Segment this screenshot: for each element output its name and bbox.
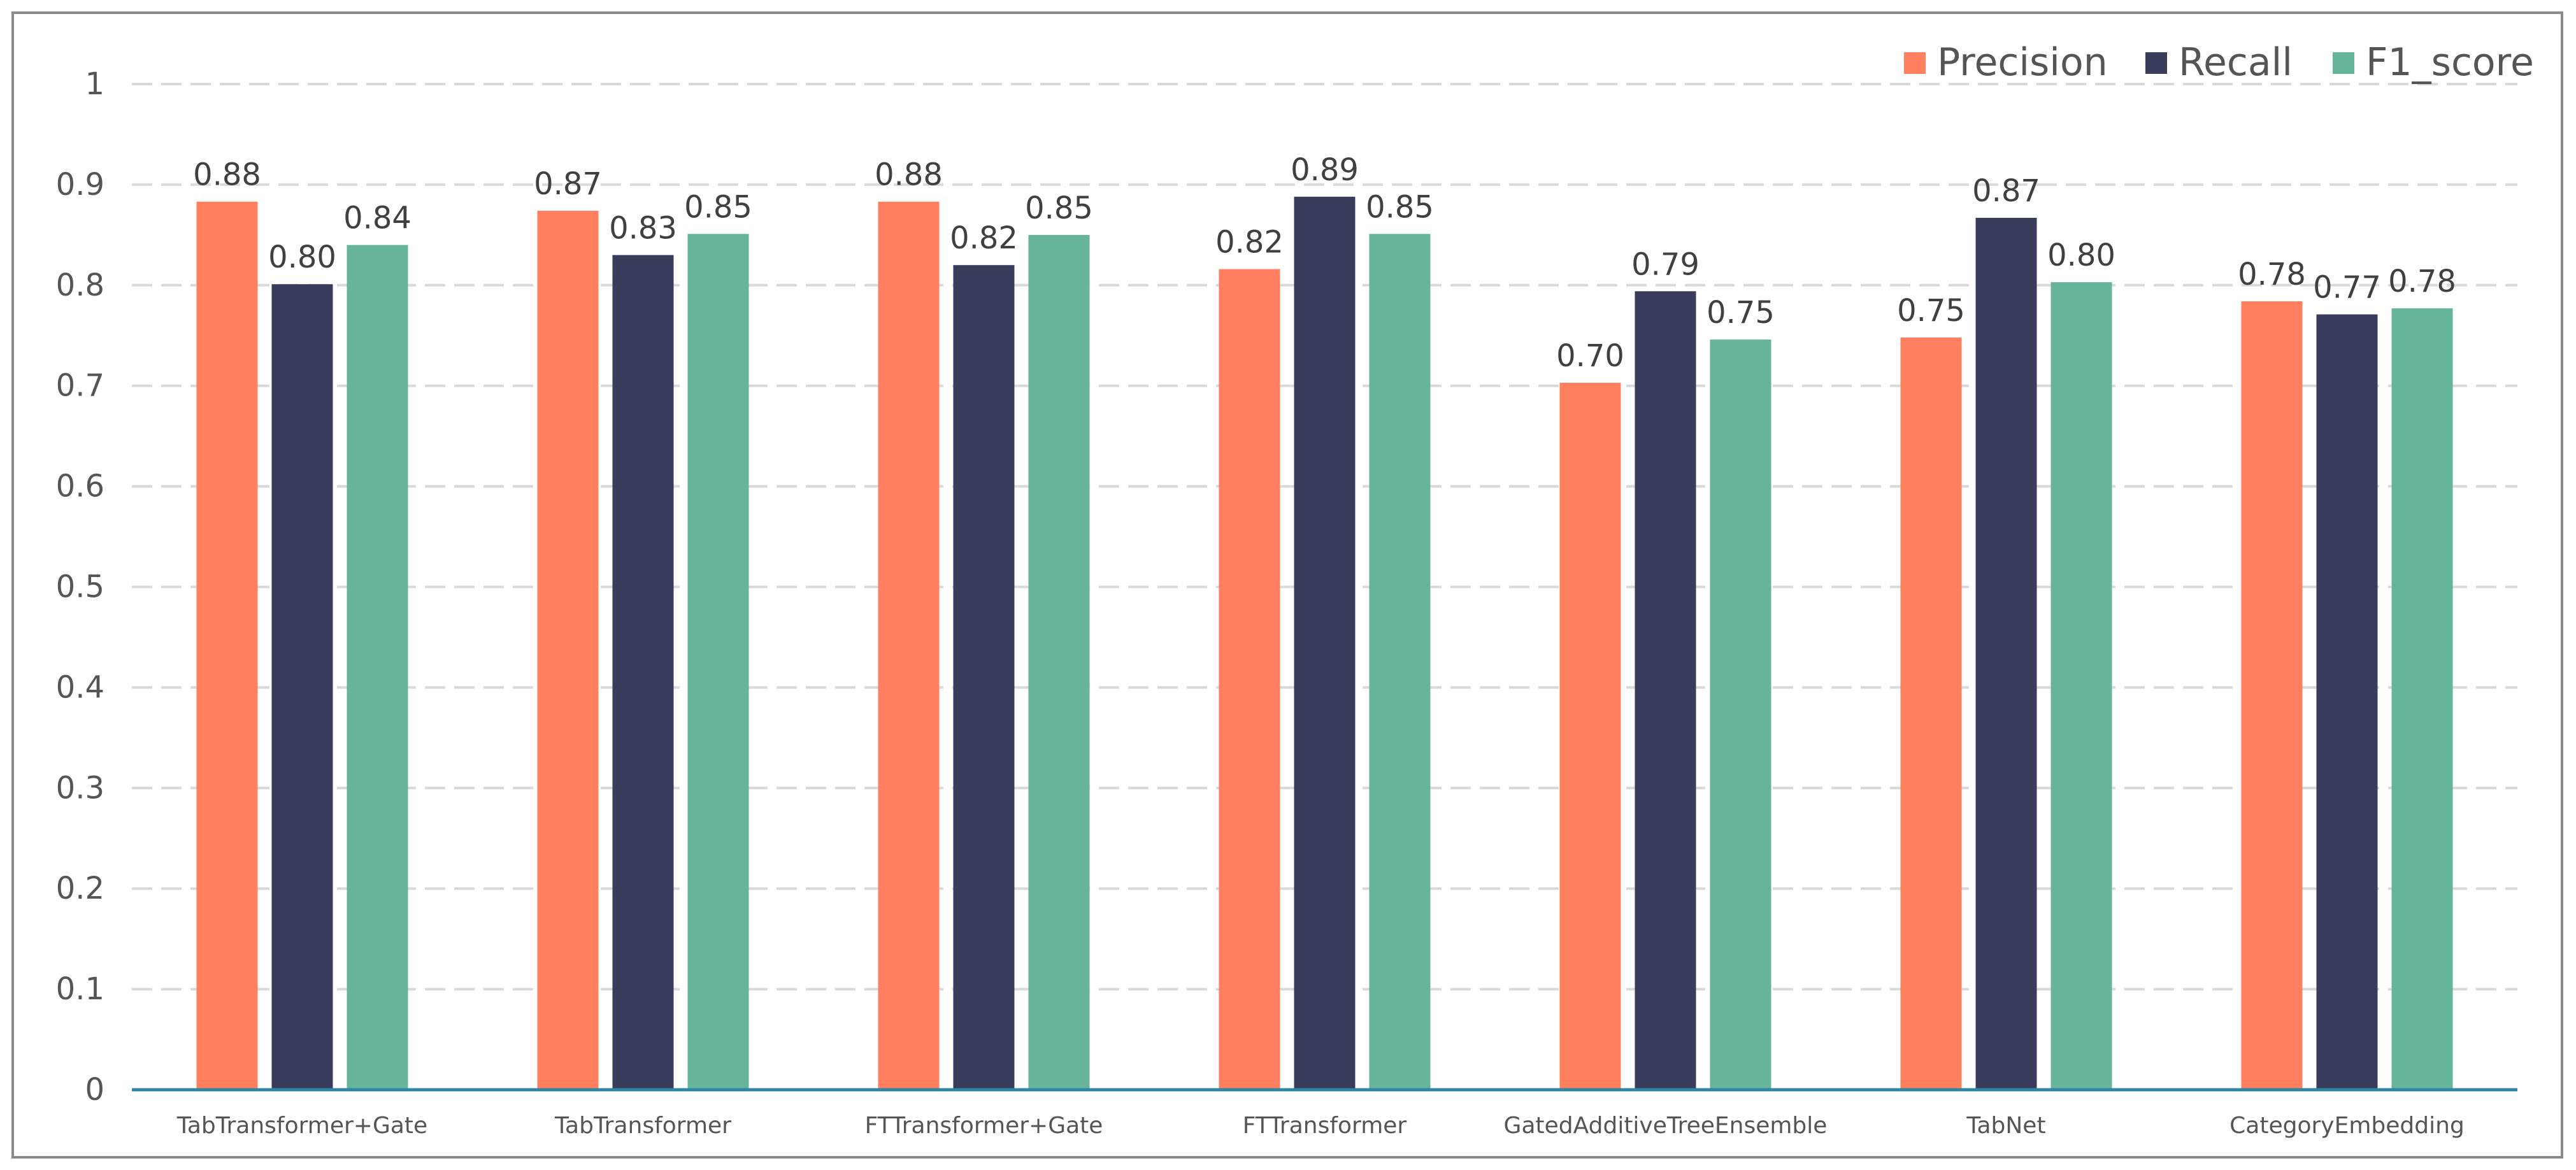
bar-precision <box>2241 301 2303 1090</box>
y-tick-label: 1 <box>85 66 104 102</box>
data-label: 0.83 <box>609 210 677 246</box>
data-label: 0.85 <box>1025 190 1093 226</box>
y-tick-label: 0.6 <box>56 469 104 504</box>
y-tick-label: 0.4 <box>56 669 104 705</box>
bars <box>196 196 2453 1090</box>
bar-f1-score <box>1710 339 1771 1090</box>
category-label: GatedAdditiveTreeEnsemble <box>1504 1113 1828 1139</box>
bar-precision <box>1559 382 1621 1090</box>
bar-f1-score <box>347 245 408 1090</box>
category-label: TabNet <box>1966 1113 2045 1139</box>
bar-f1-score <box>687 234 749 1090</box>
data-label: 0.89 <box>1291 152 1359 188</box>
bar-recall <box>1635 291 1696 1090</box>
bar-precision <box>1219 269 1280 1090</box>
bar-precision <box>878 201 940 1090</box>
bar-precision <box>1900 337 1962 1090</box>
data-label: 0.78 <box>2238 257 2306 292</box>
data-label: 0.82 <box>1215 225 1284 260</box>
y-tick-label: 0.7 <box>56 368 104 404</box>
data-label: 0.87 <box>534 166 602 202</box>
data-label: 0.77 <box>2313 270 2381 306</box>
category-label: TabTransformer <box>554 1113 731 1139</box>
y-axis-ticks: 0 0.1 0.2 0.3 0.4 0.5 0.6 0.7 0.8 0.9 1 <box>56 66 104 1108</box>
bar-precision <box>196 201 258 1090</box>
category-label: FTTransformer+Gate <box>865 1113 1103 1139</box>
data-label: 0.88 <box>875 157 943 193</box>
data-label: 0.78 <box>2388 264 2456 299</box>
bar-chart: 00.10.20.30.40.50.60.70.80.91 0.880.800.… <box>56 40 2534 1139</box>
bar-f1-score <box>2050 282 2112 1090</box>
data-label: 0.75 <box>1897 293 1965 329</box>
legend-swatch <box>1904 52 1926 74</box>
category-label: CategoryEmbedding <box>2229 1113 2465 1139</box>
legend-label: F1_score <box>2366 40 2534 85</box>
bar-recall <box>2316 314 2378 1090</box>
bar-f1-score <box>1369 234 1431 1090</box>
legend-swatch <box>2333 52 2354 74</box>
data-label: 0.79 <box>1631 246 1699 282</box>
data-label: 0.84 <box>343 201 411 236</box>
data-label: 0.88 <box>193 157 261 193</box>
bar-f1-score <box>1028 234 1090 1090</box>
y-tick-label: 0.2 <box>56 871 104 906</box>
gridlines <box>132 83 2517 991</box>
data-label: 0.87 <box>1972 173 2040 209</box>
y-tick-label: 0.5 <box>56 569 104 605</box>
y-tick-label: 0.1 <box>56 971 104 1007</box>
y-tick-label: 0.9 <box>56 167 104 203</box>
y-tick-label: 0 <box>85 1072 104 1108</box>
data-label: 0.85 <box>1366 189 1434 225</box>
bar-recall <box>1975 218 2037 1090</box>
data-label: 0.85 <box>684 189 752 225</box>
y-tick-label: 0.3 <box>56 770 104 806</box>
category-label: FTTransformer <box>1243 1113 1407 1139</box>
data-labels: 0.880.800.840.870.830.850.880.820.850.82… <box>193 152 2456 374</box>
bar-recall <box>1294 196 1356 1090</box>
bar-recall <box>953 265 1015 1090</box>
chart-frame: 0 0.1 0.2 0.3 0.4 0.5 0.6 0.7 0.8 0.9 1 0.88 0.80 0.… <box>11 11 2563 1159</box>
bar-recall <box>612 255 674 1090</box>
bar-precision <box>537 210 599 1090</box>
data-label: 0.80 <box>268 239 336 275</box>
legend-swatch <box>2145 52 2167 74</box>
y-tick-label: 0.8 <box>56 268 104 303</box>
data-label: 0.75 <box>1707 295 1775 331</box>
bar-f1-score <box>2391 308 2453 1090</box>
category-label: TabTransformer+Gate <box>176 1113 427 1139</box>
legend: Precision Recall F1_score <box>1904 40 2534 85</box>
bar-recall <box>271 284 333 1090</box>
legend-label: Precision <box>1937 40 2108 85</box>
data-label: 0.80 <box>2047 238 2115 273</box>
data-label: 0.70 <box>1556 338 1624 374</box>
category-labels: TabTransformer+Gate TabTransformer FTTrans… <box>176 1113 2465 1139</box>
data-label: 0.82 <box>950 220 1018 256</box>
legend-label: Recall <box>2179 40 2293 85</box>
